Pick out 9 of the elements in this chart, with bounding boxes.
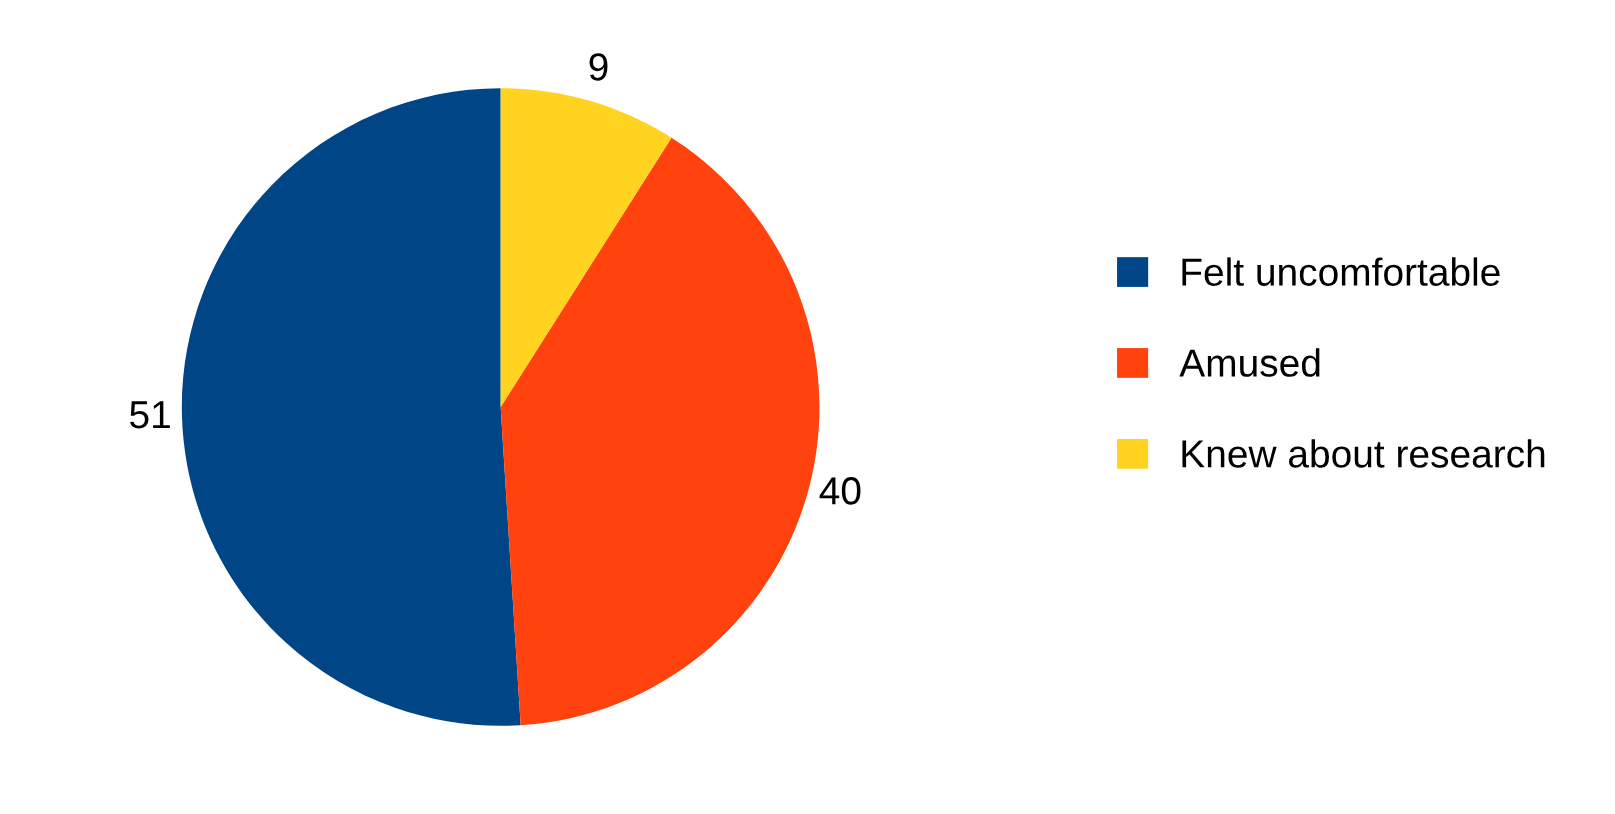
data-label: 40 <box>819 477 861 505</box>
data-label: 9 <box>589 53 608 81</box>
pie-slice <box>500 137 820 726</box>
pie-slice <box>500 88 672 407</box>
legend-label: Knew about research <box>1182 439 1545 468</box>
legend-label: Felt uncomfortable <box>1182 257 1500 286</box>
pie-slice <box>181 88 521 726</box>
legend-label: Amused <box>1179 348 1320 377</box>
data-label: 51 <box>130 401 170 429</box>
